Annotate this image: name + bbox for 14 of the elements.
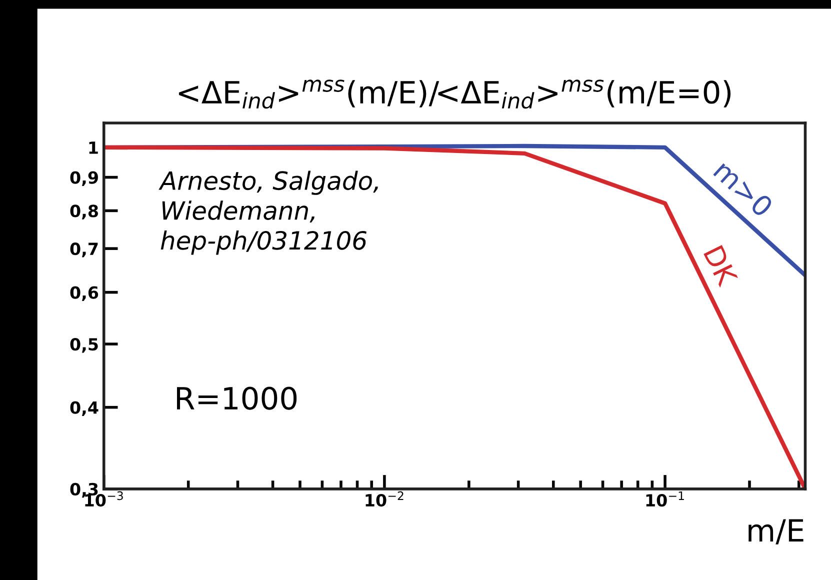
- y-tick-label: 0,5: [70, 338, 98, 353]
- y-tick-label: 0,8: [70, 204, 98, 220]
- x-axis-title: m/E: [748, 519, 804, 544]
- x-tick-label: 10$^{−1}$: [646, 491, 684, 507]
- y-tick-label: 0,7: [70, 242, 98, 258]
- annotation: Arnesto, Salgado, Wiedemann, hep-ph/0312106: [158, 170, 378, 255]
- annotation: R=1000: [177, 386, 297, 410]
- y-tick-label: 0,9: [70, 171, 98, 186]
- y-tick-label: 0,4: [70, 401, 98, 416]
- chart-title: <ΔE$_{ind}$>$^{mss}$(m/E)/<ΔE$_{ind}$>$^{mss}$(m/E=0): [178, 80, 731, 109]
- x-tick-label: 10$^{−2}$: [366, 491, 404, 507]
- text: DK: [704, 245, 738, 288]
- y-tick-label: 0,6: [70, 286, 98, 302]
- y-tick-label: 1: [89, 142, 98, 154]
